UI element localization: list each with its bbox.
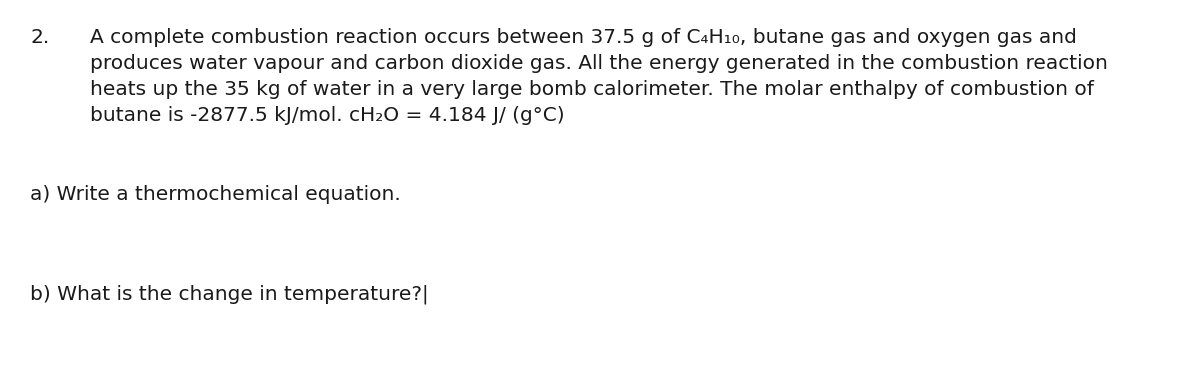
Text: 2.: 2. [30, 28, 49, 47]
Text: A complete combustion reaction occurs between 37.5 g of C₄H₁₀, butane gas and ox: A complete combustion reaction occurs be… [90, 28, 1076, 47]
Text: b) What is the change in temperature?|: b) What is the change in temperature?| [30, 285, 428, 305]
Text: a) Write a thermochemical equation.: a) Write a thermochemical equation. [30, 185, 401, 204]
Text: produces water vapour and carbon dioxide gas. All the energy generated in the co: produces water vapour and carbon dioxide… [90, 54, 1108, 73]
Text: butane is -2877.5 kJ/mol. cH₂O = 4.184 J/ (g°C): butane is -2877.5 kJ/mol. cH₂O = 4.184 J… [90, 106, 565, 125]
Text: heats up the 35 kg of water in a very large bomb calorimeter. The molar enthalpy: heats up the 35 kg of water in a very la… [90, 80, 1094, 99]
